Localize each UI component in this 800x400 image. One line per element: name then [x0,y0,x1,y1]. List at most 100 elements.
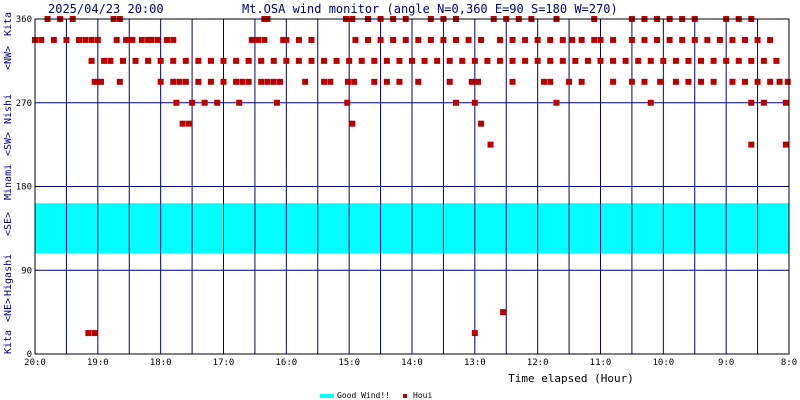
data-point-houi [685,57,692,64]
data-point-houi [610,78,617,85]
data-point-houi [434,57,441,64]
x-tick-label: 17:0 [213,358,235,368]
x-tick-label: 10:0 [652,358,674,368]
data-point-houi [584,57,591,64]
data-point-houi [82,36,89,43]
data-point-houi [170,36,177,43]
data-point-houi [742,78,749,85]
data-point-houi [496,57,503,64]
data-point-houi [270,57,277,64]
grid [34,18,790,355]
data-point-houi [622,57,629,64]
data-point-houi [91,330,98,337]
data-point-houi [478,36,485,43]
data-point-houi [540,78,547,85]
data-point-houi [522,36,529,43]
data-point-houi [566,78,573,85]
data-point-houi [471,57,478,64]
data-point-houi [195,78,202,85]
data-point-houi [679,36,686,43]
data-point-houi [654,36,661,43]
data-point-houi [123,36,130,43]
y-tick-label: 360 [16,15,32,25]
data-point-houi [685,78,692,85]
data-point-houi [173,99,180,106]
data-point-houi [773,57,780,64]
data-point-houi [396,78,403,85]
data-point-houi [647,57,654,64]
data-point-houi [88,57,95,64]
legend-swatch-good-wind [320,394,334,398]
x-axis-ticks: 20:0 19:0 18:0 17:0 16:0 15:0 14:0 13:0 12:0 11:0… [24,358,797,368]
data-point-houi [220,57,227,64]
data-point-houi [748,141,755,148]
data-point-houi [782,99,789,106]
data-point-houi [176,78,183,85]
data-point-houi [119,57,126,64]
data-point-houi [113,36,120,43]
data-point-houi [396,57,403,64]
data-point-houi [635,57,642,64]
data-point-houi [628,36,635,43]
data-point-houi [742,36,749,43]
data-point-houi [258,78,265,85]
data-point-houi [534,57,541,64]
data-point-houi [452,99,459,106]
data-point-houi [107,57,114,64]
data-point-houi [185,120,192,127]
label-nishi: Nishi [3,94,14,124]
data-point-houi [346,57,353,64]
label-se: <SE> [3,212,14,236]
data-point-houi [116,78,123,85]
data-point-houi [248,36,255,43]
data-point-houi [509,78,516,85]
x-tick-label: 19:0 [87,358,109,368]
data-point-houi [754,36,761,43]
data-point-houi [784,78,791,85]
x-tick-label: 15:0 [338,358,360,368]
data-point-houi [409,57,415,64]
data-point-houi [691,36,698,43]
legend: Good Wind!! Houi [320,391,432,400]
data-point-houi [189,99,196,106]
data-point-houi [547,78,554,85]
timestamp: 2025/04/23 20:00 [48,2,164,16]
data-point-houi [748,57,755,64]
data-point-houi [776,78,783,85]
data-point-houi [258,57,265,64]
data-point-houi [559,36,566,43]
data-point-houi [559,57,566,64]
data-point-houi [201,99,208,106]
data-point-houi [245,57,252,64]
label-minami: Minami [3,164,14,200]
data-point-houi [767,78,774,85]
data-point-houi [283,57,290,64]
data-point-houi [220,78,227,85]
data-point-houi [129,36,136,43]
data-point-houi [415,36,422,43]
data-point-houi [597,57,604,64]
legend-label-houi: Houi [413,391,432,400]
data-point-houi [578,36,585,43]
data-point-houi [610,57,617,64]
data-point-houi [522,57,529,64]
data-point-houi [182,78,189,85]
data-point-houi [735,57,742,64]
data-point-houi [553,99,560,106]
x-tick-label: 16:0 [275,358,297,368]
data-point-houi [698,78,705,85]
data-point-houi [496,36,503,43]
data-point-houi [641,78,648,85]
data-point-houi [710,57,717,64]
data-point-houi [273,99,280,106]
x-tick-label: 11:0 [590,358,612,368]
data-point-houi [484,57,491,64]
data-point-houi [170,57,177,64]
data-point-houi [154,36,161,43]
data-point-houi [245,78,252,85]
data-point-houi [647,99,654,106]
data-point-houi [402,36,409,43]
data-point-houi [182,57,189,64]
data-point-houi [344,99,351,106]
data-point-houi [195,57,202,64]
